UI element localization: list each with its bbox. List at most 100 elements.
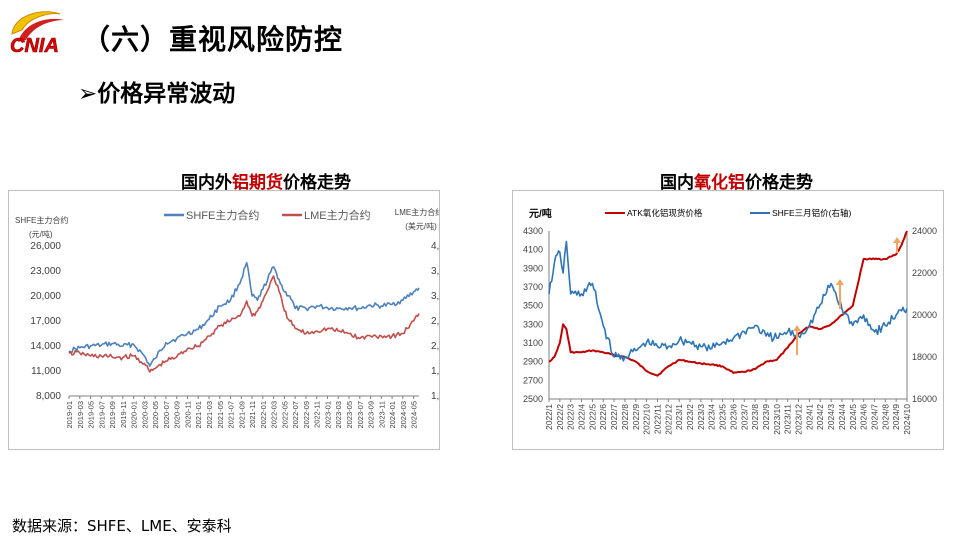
x-tick-label: 2021-05 xyxy=(216,401,225,429)
y2-axis-title: LME主力合约 xyxy=(395,207,439,217)
x-tick-label: 2024/8 xyxy=(880,404,890,430)
y2-tick-label: 1,500 xyxy=(431,366,439,377)
y2-tick-label: 4,000 xyxy=(431,241,439,252)
x-tick-label: 2021-03 xyxy=(205,401,214,429)
x-tick-label: 2024-05 xyxy=(410,401,419,429)
x-tick-label: 2024/2 xyxy=(815,404,825,430)
legend-label-lme: LME主力合约 xyxy=(304,208,371,222)
x-tick-label: 2023/8 xyxy=(750,404,760,430)
y-axis-unit: (元/吨) xyxy=(29,229,53,239)
x-tick-label: 2024/7 xyxy=(869,404,879,430)
x-tick-label: 2023/10 xyxy=(772,404,782,435)
x-tick-label: 2023-07 xyxy=(356,401,365,429)
x-tick-label: 2022/11 xyxy=(652,404,662,434)
x-tick-label: 2023/11 xyxy=(783,404,793,434)
x-tick-label: 2022-09 xyxy=(302,401,311,429)
x-tick-label: 2020-03 xyxy=(140,401,149,429)
y2-tick-label: 1,000 xyxy=(431,391,439,402)
y-tick-label: 2700 xyxy=(523,375,543,385)
x-tick-label: 2020-07 xyxy=(162,401,171,429)
y2-tick-label: 20000 xyxy=(912,310,937,320)
x-tick-label: 2023-05 xyxy=(345,401,354,429)
x-tick-label: 2022/1 xyxy=(544,404,554,430)
cnia-logo: CNIA xyxy=(10,11,64,57)
y-tick-label: 3900 xyxy=(523,263,543,273)
x-tick-label: 2023/9 xyxy=(761,404,771,430)
left-chart-title: 国内外铝期货价格走势 xyxy=(181,173,351,193)
y2-tick-label: 2,500 xyxy=(431,316,439,327)
section-subtitle: ➢价格异常波动 xyxy=(78,74,235,108)
alumina-price-chart: 元/吨 ATK氧化铝现货价格 SHFE三月铝价(右轴) 2500 2700 2900 310… xyxy=(523,207,937,435)
x-tick-label: 2023/1 xyxy=(674,404,684,430)
logo-swoosh xyxy=(11,11,61,35)
x-tick-label: 2023/6 xyxy=(728,404,738,430)
x-tick-label: 2023-09 xyxy=(367,401,376,429)
logo-text: CNIA xyxy=(10,35,59,57)
y-tick-label: 3700 xyxy=(523,282,543,292)
y2-tick-label: 2,000 xyxy=(431,341,439,352)
legend-label-atk: ATK氧化铝现货价格 xyxy=(627,208,703,218)
legend-label-shfe: SHFE主力合约 xyxy=(186,208,259,222)
x-tick-label: 2022-03 xyxy=(270,401,279,429)
series-line-b xyxy=(548,240,908,362)
data-source-note: 数据来源：SHFE、LME、安泰科 xyxy=(12,517,232,535)
y-tick-label: 3300 xyxy=(523,319,543,329)
right-chart-title: 国内氧化铝价格走势 xyxy=(660,173,813,193)
x-tick-label: 2023-01 xyxy=(323,401,332,429)
x-tick-label: 2024/6 xyxy=(859,404,869,430)
y2-tick-label: 18000 xyxy=(912,352,937,362)
x-tick-label: 2024/4 xyxy=(837,404,847,430)
x-tick-label: 2022/10 xyxy=(642,404,652,435)
x-tick-label: 2021-09 xyxy=(237,401,246,429)
legend-label-shfe3m: SHFE三月铝价(右轴) xyxy=(772,208,852,218)
page-title: （六）重视风险防控 xyxy=(82,23,344,56)
x-tick-label: 2022/6 xyxy=(598,404,608,430)
subtitle-marker: ➢ xyxy=(78,81,98,107)
y-tick-label: 2500 xyxy=(523,394,543,404)
x-tick-label: 2021-01 xyxy=(194,401,203,429)
series-line-a xyxy=(548,230,908,377)
aluminium-futures-chart: SHFE主力合约 (元/吨) LME主力合约 (美元/吨) SHFE主力合约 LME主力合… xyxy=(15,207,456,429)
y2-tick-label: 22000 xyxy=(912,268,937,278)
x-tick-label: 2024/1 xyxy=(804,404,814,430)
x-tick-label: 2024/3 xyxy=(826,404,836,430)
y2-axis-unit: (美元/吨) xyxy=(405,221,437,231)
x-tick-label: 2022/8 xyxy=(620,404,630,430)
y2-tick-label: 3,000 xyxy=(431,291,439,302)
x-tick-label: 2022/7 xyxy=(609,404,619,430)
x-tick-label: 2020-05 xyxy=(151,401,160,429)
subtitle-text: 价格异常波动 xyxy=(97,81,236,107)
series-line-b xyxy=(68,275,420,373)
x-tick-label: 2024-03 xyxy=(399,401,408,429)
x-tick-label: 2023-11 xyxy=(377,401,386,428)
x-tick-label: 2019-09 xyxy=(108,401,117,429)
y-tick-label: 11,000 xyxy=(31,366,61,377)
series-line-a xyxy=(68,261,420,367)
x-tick-label: 2020-11 xyxy=(183,401,192,428)
x-tick-label: 2020-01 xyxy=(130,401,139,429)
y-tick-label: 14,000 xyxy=(30,341,61,352)
x-tick-label: 2024/10 xyxy=(902,404,912,435)
x-tick-label: 2022/9 xyxy=(631,404,641,430)
x-tick-label: 2024/9 xyxy=(891,404,901,430)
y2-tick-label: 16000 xyxy=(912,394,937,404)
arrow-2024-10-head xyxy=(893,237,901,243)
x-tick-label: 2022/4 xyxy=(577,404,587,430)
x-tick-label: 2020-09 xyxy=(173,401,182,429)
x-tick-label: 2022-11 xyxy=(313,401,322,428)
x-tick-label: 2019-05 xyxy=(87,401,96,429)
x-tick-label: 2022/3 xyxy=(566,404,576,430)
y-tick-label: 3500 xyxy=(523,301,543,311)
y-axis-title: SHFE主力合约 xyxy=(15,215,68,225)
x-tick-label: 2022/2 xyxy=(555,404,565,430)
x-tick-label: 2022-05 xyxy=(280,401,289,429)
x-tick-label: 2019-11 xyxy=(119,401,128,428)
y-tick-label: 23,000 xyxy=(30,266,61,277)
y-tick-label: 4300 xyxy=(523,226,543,236)
x-tick-label: 2021-11 xyxy=(248,401,257,428)
x-tick-label: 2021-07 xyxy=(227,401,236,429)
x-tick-label: 2019-01 xyxy=(65,401,74,429)
y-tick-label: 2900 xyxy=(523,357,543,367)
x-tick-label: 2023/5 xyxy=(718,404,728,430)
x-tick-label: 2023/3 xyxy=(696,404,706,430)
